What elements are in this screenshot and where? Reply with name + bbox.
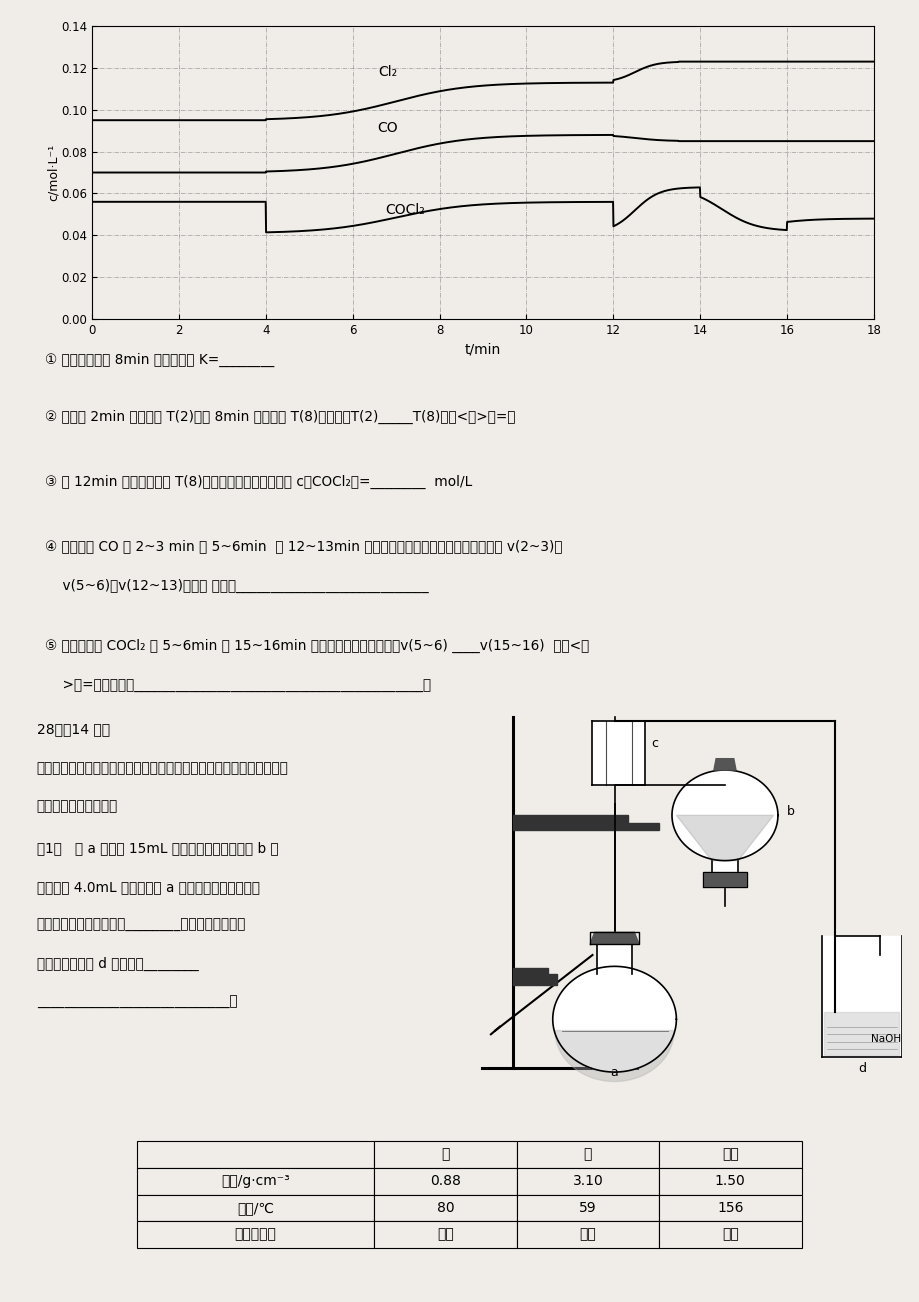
Text: ② 比较第 2min 反应温度 T(2)与第 8min 反应温度 T(8)的高低：T(2)_____T(8)（填<、>或=）: ② 比较第 2min 反应温度 T(2)与第 8min 反应温度 T(8)的高低… [45,410,516,424]
Polygon shape [513,815,627,823]
Text: ④ 比较产物 CO 在 2~3 min 和 5~6min  和 12~13min 时平均反应速率｛平均反应速率分别以 v(2~3)、: ④ 比较产物 CO 在 2~3 min 和 5~6min 和 12~13min … [45,539,562,553]
Polygon shape [513,974,557,986]
Polygon shape [702,872,746,887]
Text: b: b [787,806,794,819]
Polygon shape [596,944,631,974]
Y-axis label: c/mol·L⁻¹: c/mol·L⁻¹ [47,145,60,201]
Polygon shape [711,861,737,872]
Text: COCl₂: COCl₂ [384,203,425,217]
Text: 烟雾生成，是因为生成了________气体。继续滴加至: 烟雾生成，是因为生成了________气体。继续滴加至 [37,918,246,932]
Text: ③ 若 12min 时反应于温度 T(8)下重新达到平衡，则此时 c（COCl₂）=________  mol/L: ③ 若 12min 时反应于温度 T(8)下重新达到平衡，则此时 c（COCl₂… [45,474,472,488]
Text: NaOH: NaOH [870,1034,901,1044]
Text: 28、（14 分）: 28、（14 分） [37,723,109,737]
Polygon shape [822,936,901,1057]
Text: c: c [650,737,657,750]
Polygon shape [592,721,645,785]
Polygon shape [513,823,658,831]
Polygon shape [671,769,777,861]
Text: a: a [610,1066,618,1079]
Polygon shape [513,969,548,974]
Text: ① 计算反应在第 8min 时平衡常数 K=________: ① 计算反应在第 8min 时平衡常数 K=________ [45,353,274,367]
Text: d: d [857,1062,865,1075]
Text: 小心加入 4.0mL 液态渴。向 a 中滴入几滴渴，有白色: 小心加入 4.0mL 液态渴。向 a 中滴入几滴渴，有白色 [37,880,259,894]
Polygon shape [590,932,638,944]
Text: 渴苯是一种化工原料，实验室合成渴苯的装置示意图及有关数据如下：: 渴苯是一种化工原料，实验室合成渴苯的装置示意图及有关数据如下： [37,760,289,775]
Polygon shape [713,759,735,769]
Polygon shape [675,815,773,861]
Text: ⑤ 比较反应物 COCl₂ 在 5~6min 和 15~16min 时平均反应速率的大小：v(5~6) ____v(15~16)  （填<、: ⑤ 比较反应物 COCl₂ 在 5~6min 和 15~16min 时平均反应速… [45,639,589,654]
Text: CO: CO [377,121,397,134]
Text: ____________________________。: ____________________________。 [37,995,237,1009]
Polygon shape [554,1031,674,1082]
Text: （1）   在 a 中加入 15mL 无水苯和少量鐵屑。在 b 中: （1） 在 a 中加入 15mL 无水苯和少量鐵屑。在 b 中 [37,841,278,855]
Text: v(5~6)、v(12~13)表示｝ 的大小____________________________: v(5~6)、v(12~13)表示｝ 的大小__________________… [45,578,428,592]
Text: 液渴滴完。装置 d 的作用是________: 液渴滴完。装置 d 的作用是________ [37,957,199,971]
X-axis label: t/min: t/min [464,342,501,357]
Polygon shape [823,1012,899,1055]
Text: 按合成步骤回答问题：: 按合成步骤回答问题： [37,799,118,814]
Polygon shape [552,966,675,1072]
Text: Cl₂: Cl₂ [378,65,397,79]
Text: >或=），原因是__________________________________________。: >或=），原因是________________________________… [45,678,431,693]
